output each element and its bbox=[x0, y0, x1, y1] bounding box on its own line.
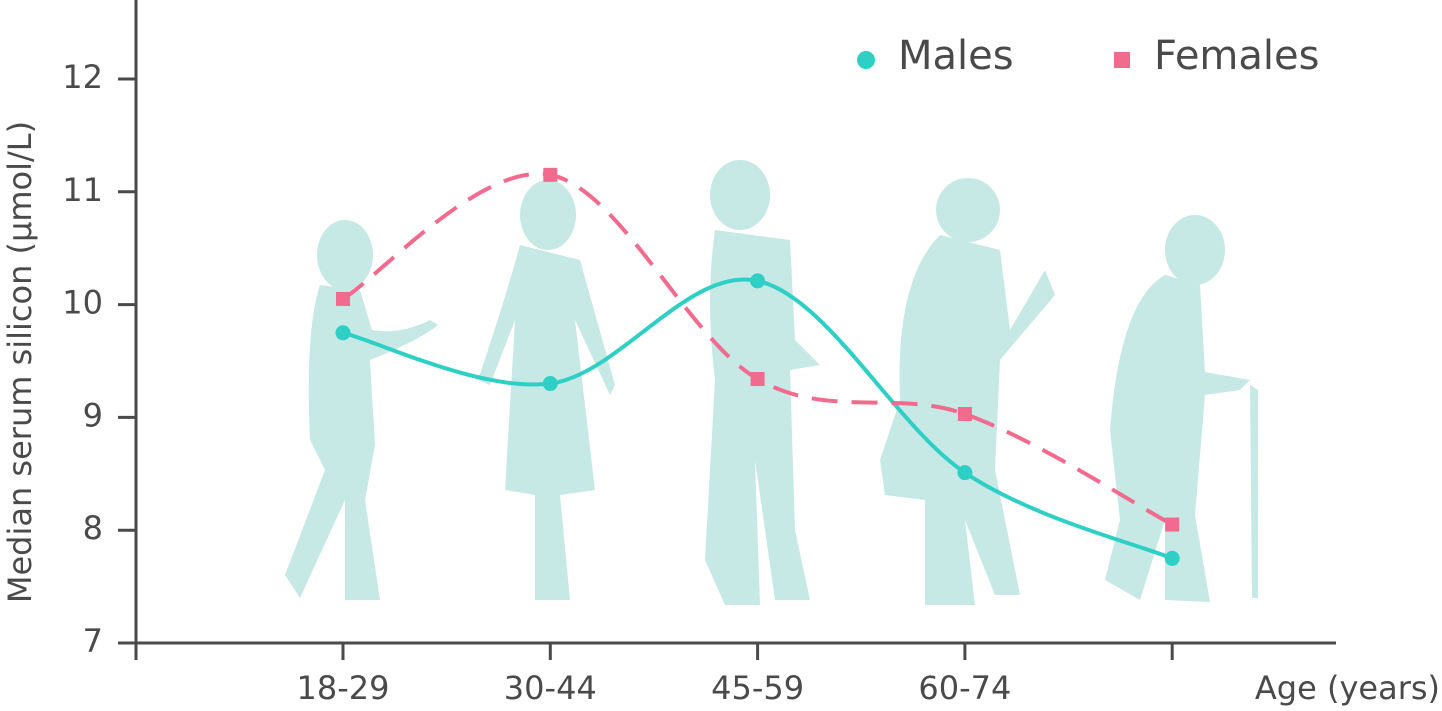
marker bbox=[336, 291, 350, 306]
figure bbox=[705, 160, 820, 605]
marker bbox=[543, 167, 558, 182]
y-axis-label: Median serum silicon (µmol/L) bbox=[1, 121, 39, 603]
legend-label: Females bbox=[1154, 33, 1319, 79]
figure bbox=[478, 180, 615, 600]
x-tick-label: 30-44 bbox=[504, 669, 597, 707]
x-axis-label: Age (years) bbox=[1255, 669, 1440, 707]
y-tick-label: 10 bbox=[62, 284, 103, 322]
y-tick-label: 8 bbox=[83, 509, 103, 547]
marker bbox=[1164, 550, 1180, 566]
legend-label: Males bbox=[898, 33, 1014, 79]
figure bbox=[1105, 215, 1258, 602]
y-tick-label: 7 bbox=[83, 622, 103, 660]
figure bbox=[880, 178, 1055, 605]
x-tick-label: 18-29 bbox=[297, 669, 390, 707]
x-tick-label: 45-59 bbox=[711, 669, 804, 707]
y-tick-label: 9 bbox=[83, 396, 103, 434]
y-tick-label: 11 bbox=[62, 171, 103, 209]
marker bbox=[335, 325, 351, 341]
x-tick-label: 60-74 bbox=[918, 669, 1011, 707]
marker bbox=[957, 407, 972, 422]
legend-marker bbox=[1114, 52, 1130, 68]
marker bbox=[542, 376, 558, 392]
legend-marker bbox=[857, 51, 875, 69]
marker bbox=[750, 372, 765, 387]
figure bbox=[285, 220, 438, 600]
marker bbox=[1165, 517, 1180, 532]
marker bbox=[957, 465, 973, 481]
y-tick-label: 12 bbox=[62, 58, 103, 96]
marker bbox=[750, 273, 766, 289]
